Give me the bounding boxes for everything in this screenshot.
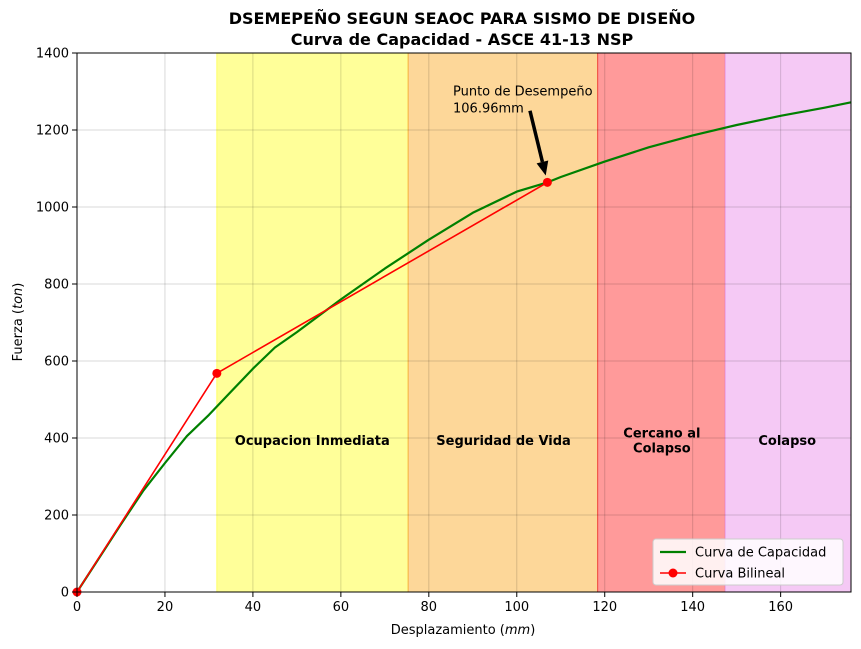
zone-label-3: Colapso — [758, 434, 816, 449]
y-tick-label: 1200 — [36, 124, 69, 139]
legend-label-1: Curva Bilineal — [695, 567, 785, 582]
annotation-text: Punto de Desempeño 106.96mm — [453, 84, 593, 116]
zone-label-2: Cercano al Colapso — [623, 426, 700, 456]
y-tick-label: 1400 — [36, 47, 69, 62]
zone-band-1 — [407, 52, 599, 593]
y-tick-label: 600 — [44, 355, 69, 370]
y-axis-ticks: 0 200 400 600 800 1000 1200 1400 — [36, 47, 77, 601]
x-tick-label: 0 — [73, 600, 81, 615]
chart-title: DSEMEPEÑO SEGUN SEAOC PARA SISMO DE DISE… — [229, 9, 696, 28]
zone-band-2 — [597, 52, 726, 593]
performance-zones — [216, 52, 852, 593]
y-tick-label: 200 — [44, 509, 69, 524]
y-tick-label: 400 — [44, 432, 69, 447]
legend-marker — [668, 568, 678, 578]
legend: Curva de Capacidad Curva Bilineal — [652, 538, 844, 586]
series-point — [212, 368, 222, 378]
y-axis-label: Fuerza (ton) — [11, 283, 26, 362]
zone-band-3 — [724, 52, 852, 593]
annotation-arrow-head — [536, 160, 549, 176]
x-tick-label: 120 — [592, 600, 617, 615]
y-tick-label: 0 — [61, 586, 69, 601]
x-tick-label: 80 — [421, 600, 438, 615]
zone-band-0 — [216, 52, 409, 593]
series-line-0 — [76, 101, 852, 593]
legend-label-0: Curva de Capacidad — [695, 546, 826, 561]
performance-point-annotation: Punto de Desempeño 106.96mm — [453, 84, 593, 176]
series-point — [542, 177, 552, 187]
x-tick-label: 20 — [157, 600, 174, 615]
x-axis-ticks: 0 20 40 60 80 100 120 140 160 — [73, 592, 793, 615]
x-tick-label: 160 — [768, 600, 793, 615]
plot-frame — [76, 52, 852, 593]
zone-label-0: Ocupacion Inmediata — [235, 434, 390, 449]
x-tick-label: 40 — [245, 600, 262, 615]
zone-label-1: Seguridad de Vida — [436, 434, 571, 449]
zone-labels: Ocupacion Inmediata Seguridad de Vida Cerc… — [235, 426, 816, 456]
x-axis-label: Desplazamiento (mm) — [391, 623, 536, 638]
x-tick-label: 140 — [680, 600, 705, 615]
y-tick-label: 800 — [44, 278, 69, 293]
legend-box — [652, 538, 844, 586]
chart-subtitle: Curva de Capacidad - ASCE 41-13 NSP — [291, 30, 634, 49]
x-tick-label: 60 — [333, 600, 350, 615]
x-tick-label: 100 — [504, 600, 529, 615]
y-tick-label: 1000 — [36, 201, 69, 216]
annotation-arrow-shaft — [528, 110, 545, 163]
